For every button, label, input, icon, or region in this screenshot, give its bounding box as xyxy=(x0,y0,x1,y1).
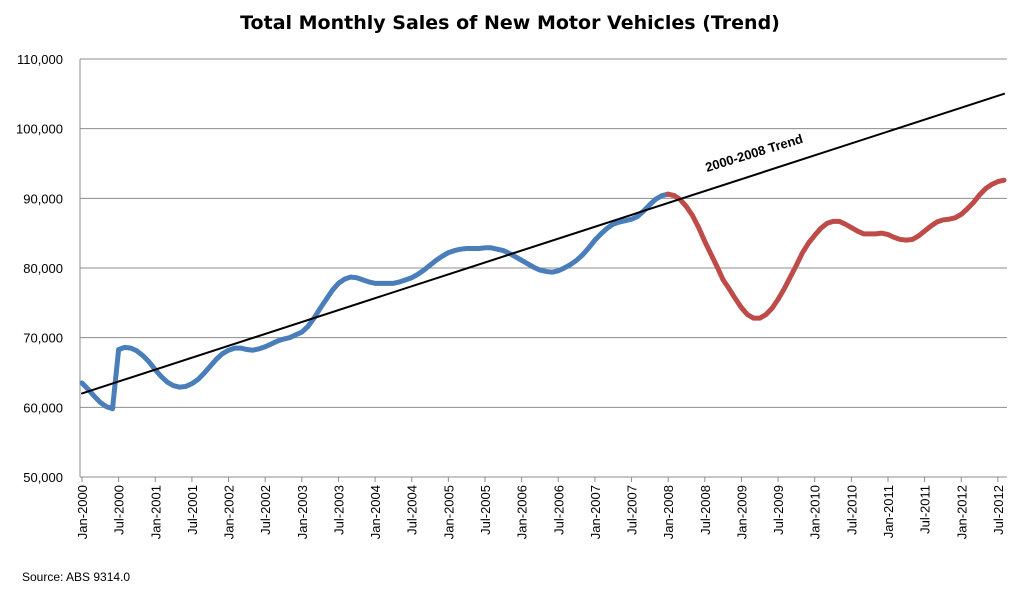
x-axis-ticks: Jan-2000 Jul-2000 Jan-2001 Jul-2001 Jan-2002… xyxy=(75,477,1006,539)
source-note: Source: ABS 9314.0 xyxy=(22,570,130,584)
y-tick-label: 70,000 xyxy=(23,331,63,346)
x-tick-label: Jan-2003 xyxy=(295,485,310,539)
series-line-2000-2008 xyxy=(79,191,671,412)
x-tick-label: Jul-2010 xyxy=(844,485,859,535)
x-tick-label: Jul-2007 xyxy=(625,485,640,535)
gridlines xyxy=(79,58,1007,478)
y-axis-ticks: 50,000 60,000 70,000 80,000 90,000 100,000 110… xyxy=(16,52,63,485)
y-tick-label: 100,000 xyxy=(16,122,63,137)
x-tick-label: Jul-2000 xyxy=(112,485,127,535)
x-tick-label: Jan-2004 xyxy=(368,485,383,539)
x-tick-label: Jul-2009 xyxy=(771,485,786,535)
x-tick-label: Jul-2002 xyxy=(258,485,273,535)
x-tick-label: Jan-2002 xyxy=(222,485,237,539)
x-tick-label: Jan-2000 xyxy=(75,485,90,539)
x-tick-label: Jul-2011 xyxy=(918,485,933,534)
x-tick-label: Jul-2006 xyxy=(551,485,566,535)
trend-line xyxy=(81,92,1005,395)
x-tick-label: Jan-2005 xyxy=(441,485,456,539)
x-tick-label: Jul-2001 xyxy=(185,485,200,535)
y-tick-label: 60,000 xyxy=(23,400,63,415)
x-tick-label: Jan-2006 xyxy=(515,485,530,539)
trend-annotation: 2000-2008 Trend xyxy=(703,131,804,175)
x-tick-label: Jul-2004 xyxy=(405,485,420,535)
y-tick-label: 80,000 xyxy=(23,261,63,276)
x-tick-label: Jul-2008 xyxy=(698,485,713,535)
x-tick-label: Jan-2012 xyxy=(954,485,969,539)
x-tick-label: Jul-2005 xyxy=(478,485,493,535)
x-tick-label: Jan-2011 xyxy=(881,485,896,538)
x-tick-label: Jan-2001 xyxy=(148,485,163,539)
series-lines xyxy=(79,92,1007,412)
y-tick-label: 110,000 xyxy=(17,52,63,67)
x-tick-label: Jan-2007 xyxy=(588,485,603,539)
x-tick-label: Jan-2008 xyxy=(661,485,676,539)
y-tick-label: 50,000 xyxy=(23,470,63,485)
x-tick-label: Jan-2010 xyxy=(808,485,823,539)
series-line-2008-2012 xyxy=(665,177,1007,321)
x-tick-label: Jul-2003 xyxy=(331,485,346,535)
chart-title: Total Monthly Sales of New Motor Vehicle… xyxy=(240,12,780,34)
y-tick-label: 90,000 xyxy=(23,191,63,206)
x-tick-label: Jul-2012 xyxy=(991,485,1006,535)
x-tick-label: Jan-2009 xyxy=(734,485,749,539)
